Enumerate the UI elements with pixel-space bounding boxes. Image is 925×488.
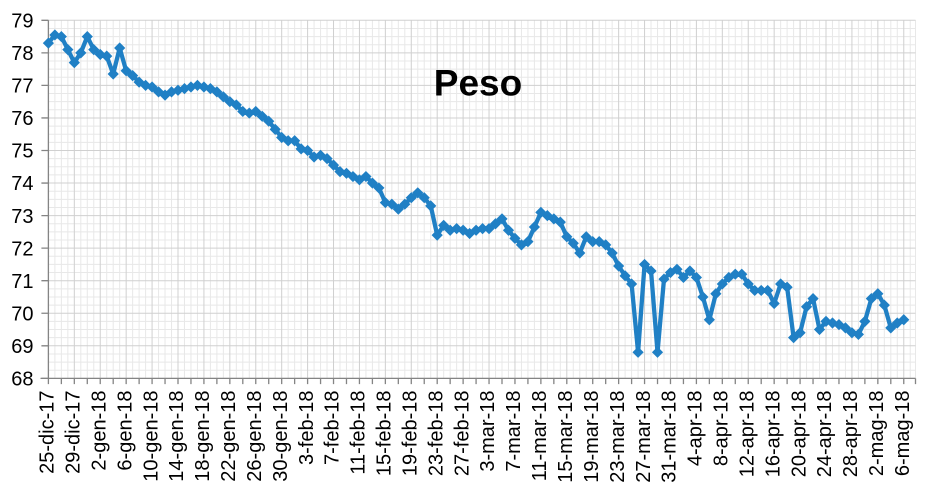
svg-text:71: 71 — [11, 271, 33, 293]
svg-text:23-mar-18: 23-mar-18 — [607, 391, 629, 483]
svg-text:76: 76 — [11, 108, 33, 130]
svg-text:27-mar-18: 27-mar-18 — [633, 391, 655, 483]
svg-text:7-feb-18: 7-feb-18 — [322, 391, 344, 466]
svg-text:78: 78 — [11, 43, 33, 65]
svg-text:6-mag-18: 6-mag-18 — [892, 391, 914, 477]
svg-text:11-mar-18: 11-mar-18 — [529, 391, 551, 482]
svg-text:75: 75 — [11, 141, 33, 163]
svg-text:4-apr-18: 4-apr-18 — [685, 391, 707, 467]
svg-text:22-gen-18: 22-gen-18 — [218, 391, 240, 482]
svg-text:3-mar-18: 3-mar-18 — [477, 391, 499, 472]
svg-text:11-feb-18: 11-feb-18 — [348, 391, 370, 475]
svg-text:24-apr-18: 24-apr-18 — [814, 391, 836, 478]
svg-text:7-mar-18: 7-mar-18 — [503, 391, 525, 472]
svg-text:2-gen-18: 2-gen-18 — [88, 391, 110, 471]
svg-text:15-mar-18: 15-mar-18 — [555, 391, 577, 483]
svg-text:28-apr-18: 28-apr-18 — [840, 391, 862, 478]
svg-text:3-feb-18: 3-feb-18 — [296, 391, 318, 466]
svg-text:2-mag-18: 2-mag-18 — [866, 391, 888, 477]
svg-text:6-gen-18: 6-gen-18 — [114, 391, 136, 471]
svg-text:70: 70 — [11, 303, 33, 325]
svg-text:77: 77 — [11, 76, 33, 98]
svg-text:18-gen-18: 18-gen-18 — [192, 391, 214, 482]
svg-text:68: 68 — [11, 369, 33, 391]
svg-text:29-dic-17: 29-dic-17 — [63, 391, 85, 474]
svg-text:23-feb-18: 23-feb-18 — [425, 391, 447, 477]
svg-text:8-apr-18: 8-apr-18 — [711, 391, 733, 467]
svg-text:73: 73 — [11, 206, 33, 228]
svg-text:Peso: Peso — [434, 63, 522, 104]
svg-text:19-mar-18: 19-mar-18 — [581, 391, 603, 483]
svg-text:27-feb-18: 27-feb-18 — [451, 391, 473, 477]
svg-text:79: 79 — [11, 11, 33, 33]
svg-text:14-gen-18: 14-gen-18 — [166, 391, 188, 482]
svg-text:15-feb-18: 15-feb-18 — [374, 391, 396, 477]
svg-text:31-mar-18: 31-mar-18 — [659, 391, 681, 483]
svg-text:10-gen-18: 10-gen-18 — [140, 391, 162, 482]
svg-text:25-dic-17: 25-dic-17 — [37, 391, 59, 474]
svg-text:19-feb-18: 19-feb-18 — [400, 391, 422, 477]
svg-text:26-gen-18: 26-gen-18 — [244, 391, 266, 482]
svg-text:30-gen-18: 30-gen-18 — [270, 391, 292, 482]
svg-text:12-apr-18: 12-apr-18 — [736, 391, 758, 478]
svg-text:74: 74 — [11, 173, 33, 195]
svg-text:69: 69 — [11, 336, 33, 358]
svg-text:72: 72 — [11, 238, 33, 260]
svg-text:20-apr-18: 20-apr-18 — [788, 391, 810, 478]
svg-text:16-apr-18: 16-apr-18 — [762, 391, 784, 478]
